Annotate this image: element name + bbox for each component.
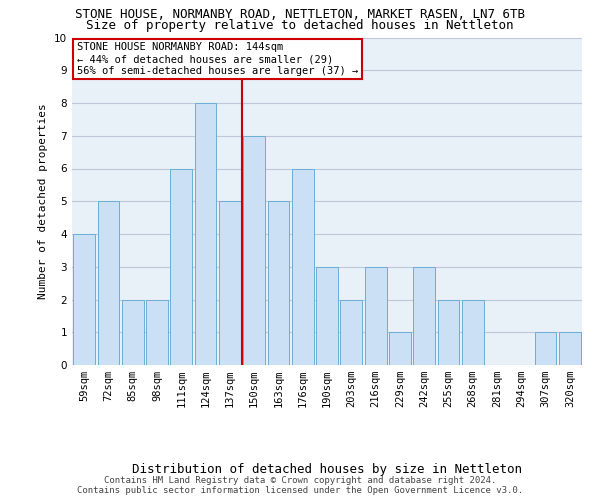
Bar [535, 332, 556, 365]
Bar [194, 103, 217, 365]
Bar [559, 332, 581, 365]
Text: STONE HOUSE, NORMANBY ROAD, NETTLETON, MARKET RASEN, LN7 6TB: STONE HOUSE, NORMANBY ROAD, NETTLETON, M… [75, 8, 525, 20]
Bar [340, 300, 362, 365]
Bar [122, 300, 143, 365]
Bar [146, 300, 168, 365]
Bar [389, 332, 411, 365]
Bar [365, 267, 386, 365]
Bar [413, 267, 435, 365]
Bar [437, 300, 460, 365]
Bar [268, 201, 289, 365]
Bar [97, 201, 119, 365]
Bar [243, 136, 265, 365]
Bar [462, 300, 484, 365]
Bar [73, 234, 95, 365]
Y-axis label: Number of detached properties: Number of detached properties [38, 104, 49, 299]
Bar [170, 168, 192, 365]
Text: Size of property relative to detached houses in Nettleton: Size of property relative to detached ho… [86, 19, 514, 32]
X-axis label: Distribution of detached houses by size in Nettleton: Distribution of detached houses by size … [132, 463, 522, 476]
Bar [316, 267, 338, 365]
Bar [292, 168, 314, 365]
Text: STONE HOUSE NORMANBY ROAD: 144sqm
← 44% of detached houses are smaller (29)
56% : STONE HOUSE NORMANBY ROAD: 144sqm ← 44% … [77, 42, 358, 76]
Text: Contains HM Land Registry data © Crown copyright and database right 2024.
Contai: Contains HM Land Registry data © Crown c… [77, 476, 523, 495]
Bar [219, 201, 241, 365]
